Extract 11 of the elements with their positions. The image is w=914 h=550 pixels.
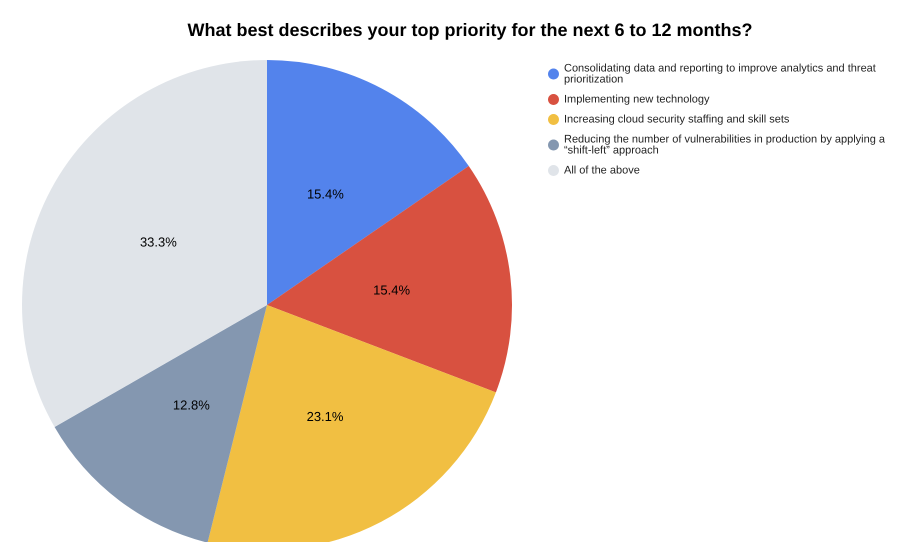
legend-label: Implementing new technology: [564, 94, 710, 106]
data-label: 12.8%: [172, 398, 210, 413]
data-label: 15.4%: [373, 282, 410, 298]
data-label: 15.4%: [306, 186, 344, 202]
data-label: 33.3%: [140, 234, 178, 250]
chart-title: What best describes your top priority for the next 6 to 12 months?: [187, 20, 753, 40]
data-label: 23.1%: [306, 408, 344, 424]
legend-label: All of the above: [564, 164, 640, 176]
legend-label: Increasing cloud security staffing and skill sets: [564, 114, 790, 126]
legend-label: Consolidating data and reporting to improve analytics and threat prioritization: [564, 62, 879, 86]
legend-label: Reducing the number of vulnerabilities in production by applying a “shift-left” approach: [564, 134, 888, 156]
